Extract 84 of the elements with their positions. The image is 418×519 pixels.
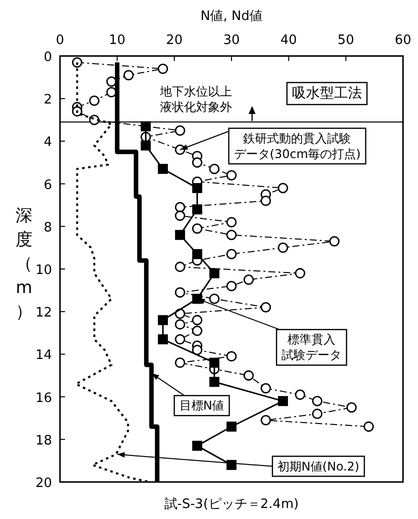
point [158,64,168,74]
point [209,268,220,278]
point [158,164,168,174]
point [192,294,202,304]
point [294,268,306,278]
point [364,421,374,432]
point [226,216,237,228]
point [243,370,254,381]
point [226,280,237,292]
y-tick-label: 12 [35,306,52,321]
point [346,402,357,413]
annotation: 初期N値(No.2) [277,459,360,474]
y-tick-label: 0 [44,50,52,65]
point [174,262,186,272]
point [209,294,220,304]
point [140,121,151,132]
point [226,460,236,470]
point [226,170,237,180]
point [209,164,220,174]
point [174,358,186,368]
point [192,326,202,336]
point [174,210,186,221]
point [312,396,322,406]
x-tick-label: 20 [166,33,183,48]
x-tick-label: 50 [338,33,354,48]
point [192,204,202,214]
y-tick-label: 20 [35,476,52,491]
point [174,202,186,212]
point [174,125,186,136]
point [192,314,202,326]
text: 試-S-3(ピッチ＝2.4m) [164,497,299,512]
x-tick-label: 60 [394,33,412,48]
annotation: 地下水位以上液状化対象外 [159,84,232,114]
y-tick-label: 10 [35,263,52,278]
point [209,376,220,387]
point [260,383,271,394]
y-tick-label: 2 [44,92,52,108]
y-tick-label: 16 [35,390,52,406]
y-tick-label: 8 [44,220,52,236]
point [192,249,202,260]
point [243,274,254,285]
y-axis-title: 深度（m） [16,206,32,322]
annotation: 標準貫入試験データ [282,332,342,362]
point [294,389,306,400]
point [89,96,100,106]
point [278,396,288,406]
point [260,415,271,426]
y-tick-label: 14 [35,348,52,364]
point [209,358,220,368]
point [226,230,237,240]
point [192,183,202,194]
point [174,319,186,330]
x-tick-label: 30 [223,33,240,48]
annotation: 目標N値 [179,398,224,413]
point [278,182,288,194]
annotation: 鉄研式動的貫入試験データ(30cm毎の打点) [234,131,361,161]
y-tick-label: 4 [44,135,52,150]
point [140,140,151,150]
point [72,57,82,68]
point [192,344,202,356]
annotation: 吸水型工法 [292,86,362,102]
point [158,315,168,326]
point [226,422,236,432]
y-tick-label: 6 [44,178,52,193]
point [260,302,271,313]
point [123,70,134,80]
point [226,351,237,362]
point [226,248,237,260]
point [192,440,202,451]
point [192,223,202,234]
point [174,334,186,344]
x-tick-label: 10 [108,33,126,48]
x-axis-title: N値, Nd値 [200,9,262,24]
point [158,334,168,344]
point [329,236,340,247]
point [174,287,186,298]
point [278,242,288,253]
point [175,230,186,240]
point [312,408,322,420]
point [192,157,202,168]
y-tick-label: 18 [35,433,52,448]
x-tick-label: 0 [56,33,64,48]
point [260,196,271,206]
x-tick-label: 40 [280,33,297,48]
